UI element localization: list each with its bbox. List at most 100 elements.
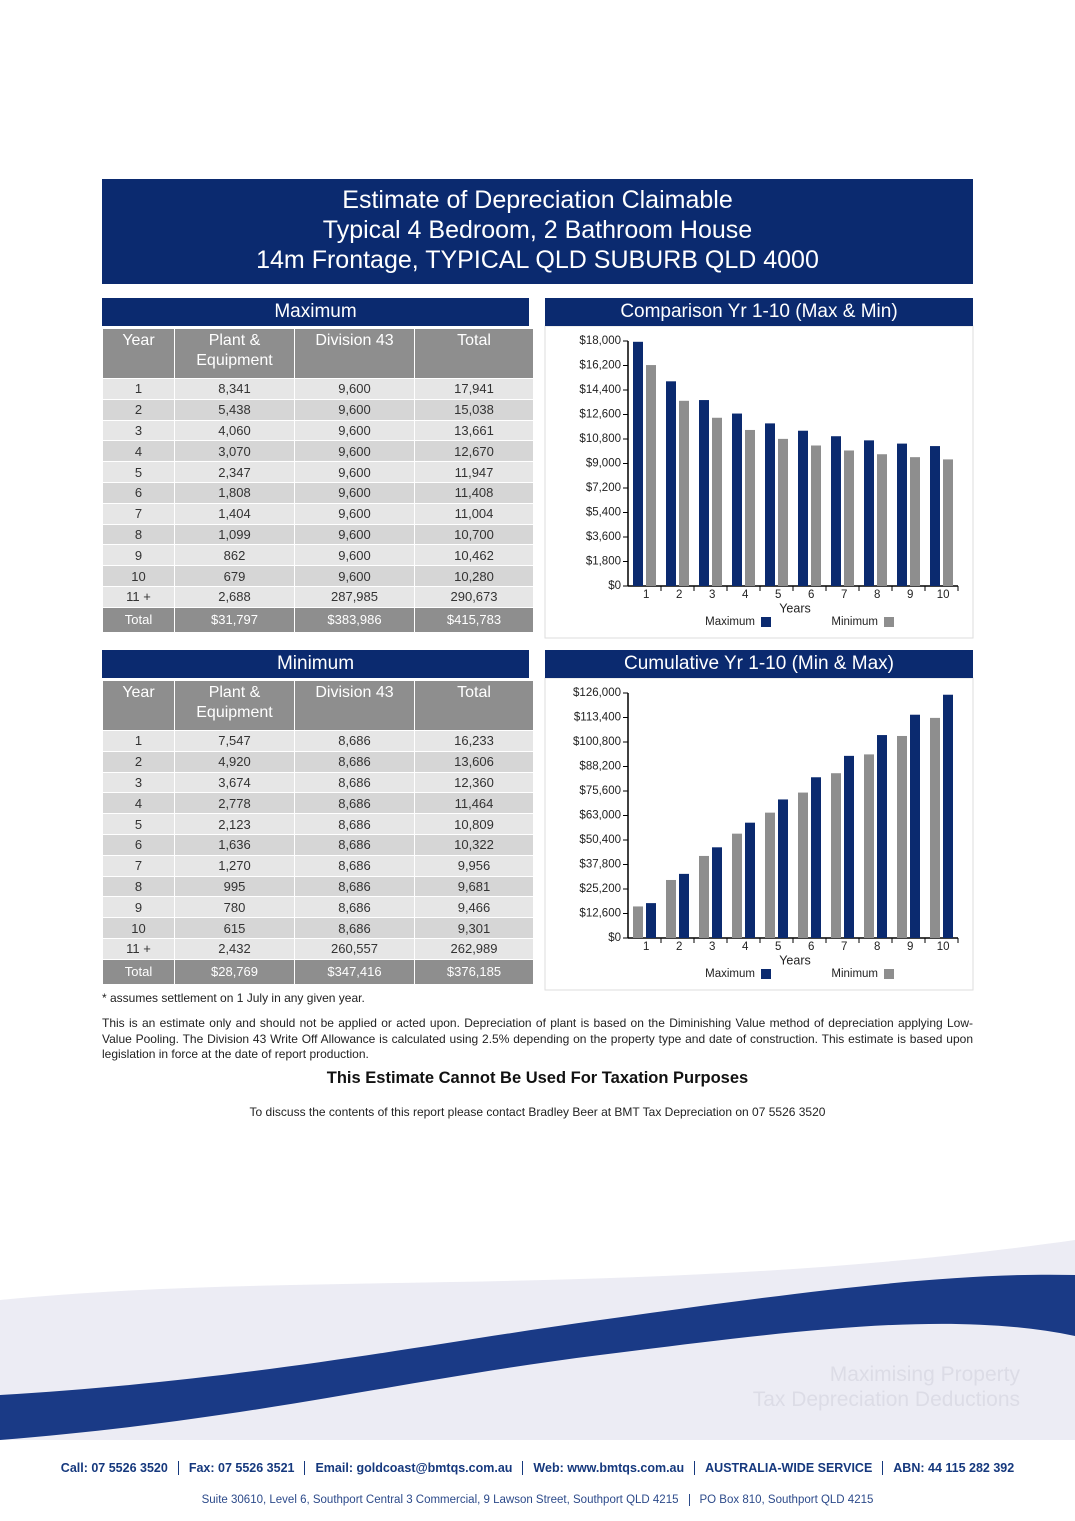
table-cell: 9,600 <box>294 461 415 483</box>
table-title: Maximum <box>102 298 529 326</box>
legend-label: Minimum <box>831 968 878 980</box>
table-title: Minimum <box>102 650 529 678</box>
footnote: * assumes settlement on 1 July in any gi… <box>102 991 365 1005</box>
table-row: 9 780 8,686 9,466 <box>102 896 534 919</box>
table-cell: 8,686 <box>294 896 415 919</box>
total-cell: $376,185 <box>414 958 534 985</box>
bar <box>646 903 656 938</box>
table-cell: 995 <box>174 875 295 898</box>
y-tick-label: $12,600 <box>579 908 621 920</box>
y-tick-label: $5,400 <box>586 507 621 519</box>
table-cell: 10 <box>102 917 175 939</box>
column-header: Plant & Equipment <box>174 328 295 379</box>
bar <box>699 855 709 938</box>
footer-address: Suite 30610, Level 6, Southport Central … <box>0 1494 1075 1506</box>
bar <box>732 413 742 586</box>
column-header: Total <box>414 328 534 379</box>
table-row: 6 1,636 8,686 10,322 <box>102 833 534 856</box>
tagline-line: Maximising Property <box>829 1363 1020 1386</box>
data-table-block: Maximum Year Plant & Equipment Division 43 T… <box>102 298 534 633</box>
legend-swatch <box>884 617 894 627</box>
table-cell: 8,686 <box>294 854 415 877</box>
bar <box>745 822 755 938</box>
legend-label: Minimum <box>831 616 878 628</box>
table-cell: 11,947 <box>414 461 534 483</box>
total-cell: $31,797 <box>174 606 295 633</box>
table-cell: 8,686 <box>294 792 415 815</box>
y-tick-label: $3,600 <box>586 531 621 543</box>
y-tick-label: $88,200 <box>579 761 621 773</box>
header-line: Typical 4 Bedroom, 2 Bathroom House <box>322 216 753 244</box>
wave-navy <box>0 1274 1075 1440</box>
table-cell: 10,280 <box>414 565 534 587</box>
bar <box>844 755 854 938</box>
table-row: 7 1,404 9,600 11,004 <box>102 502 534 525</box>
y-tick-label: $16,200 <box>579 360 621 372</box>
bar <box>712 847 722 938</box>
x-tick-label: 2 <box>676 941 682 953</box>
table-cell: 5 <box>102 461 175 483</box>
table-cell: 16,233 <box>414 730 534 752</box>
y-tick-label: $113,400 <box>574 712 621 724</box>
table-cell: 4,060 <box>174 419 295 442</box>
table-row: 7 1,270 8,686 9,956 <box>102 854 534 877</box>
bar <box>930 446 940 586</box>
bar <box>712 417 722 586</box>
table-row: 9 862 9,600 10,462 <box>102 544 534 567</box>
bar <box>778 438 788 586</box>
y-tick-label: $126,000 <box>573 687 621 699</box>
bar <box>778 799 788 938</box>
total-cell: Total <box>102 606 175 633</box>
table-cell: 3,070 <box>174 440 295 463</box>
table-cell: 10,322 <box>414 833 534 856</box>
contact-item: Call: 07 5526 3520 <box>60 1461 168 1475</box>
y-tick-label: $1,800 <box>586 556 621 568</box>
table-cell: 679 <box>174 565 295 587</box>
legend-label: Maximum <box>705 616 755 628</box>
column-header: Plant & Equipment <box>174 680 295 731</box>
table-cell: 9,600 <box>294 544 415 567</box>
table-cell: 12,360 <box>414 771 534 794</box>
table-row: 2 4,920 8,686 13,606 <box>102 750 534 773</box>
table-row: 11 +2,432 260,557 262,989 <box>102 937 534 960</box>
table-row: 10 615 8,686 9,301 <box>102 917 534 939</box>
table-cell: 1,270 <box>174 854 295 877</box>
legend-swatch <box>761 969 771 979</box>
table-cell: 9,681 <box>414 875 534 898</box>
bar <box>633 341 643 586</box>
bar <box>910 457 920 586</box>
table-row: 8 995 8,686 9,681 <box>102 875 534 898</box>
contact-item: AUSTRALIA-WIDE SERVICE <box>694 1461 873 1475</box>
bar <box>877 735 887 938</box>
table-row: 5 2,123 8,686 10,809 <box>102 813 534 835</box>
table-cell: 8,686 <box>294 917 415 939</box>
table-cell: 9,600 <box>294 523 415 546</box>
x-tick-label: 4 <box>742 941 749 953</box>
bar <box>943 459 953 586</box>
y-tick-label: $10,800 <box>579 433 621 445</box>
x-tick-label: 6 <box>808 941 814 953</box>
table-row: 8 1,099 9,600 10,700 <box>102 523 534 546</box>
table-cell: 1,404 <box>174 502 295 525</box>
table-cell: 6 <box>102 481 175 504</box>
bar <box>666 381 676 586</box>
bar <box>679 400 689 586</box>
bar <box>831 436 841 586</box>
x-tick-label: 8 <box>874 941 880 953</box>
table-row: 4 3,070 9,600 12,670 <box>102 440 534 463</box>
table-cell: 262,989 <box>414 937 534 960</box>
column-header: Total <box>414 680 534 731</box>
table-row: 3 4,060 9,600 13,661 <box>102 419 534 442</box>
bar <box>943 694 953 938</box>
table-cell: 1,636 <box>174 833 295 856</box>
table-cell: 8,686 <box>294 730 415 752</box>
table-cell: 9,600 <box>294 502 415 525</box>
column-header: Division 43 <box>294 680 415 731</box>
table-cell: 287,985 <box>294 585 415 608</box>
contact-item: Email: goldcoast@bmtqs.com.au <box>304 1461 513 1475</box>
x-tick-label: 6 <box>808 589 814 601</box>
bar <box>765 423 775 586</box>
table-cell: 9,600 <box>294 440 415 463</box>
y-tick-label: $25,200 <box>579 883 621 895</box>
